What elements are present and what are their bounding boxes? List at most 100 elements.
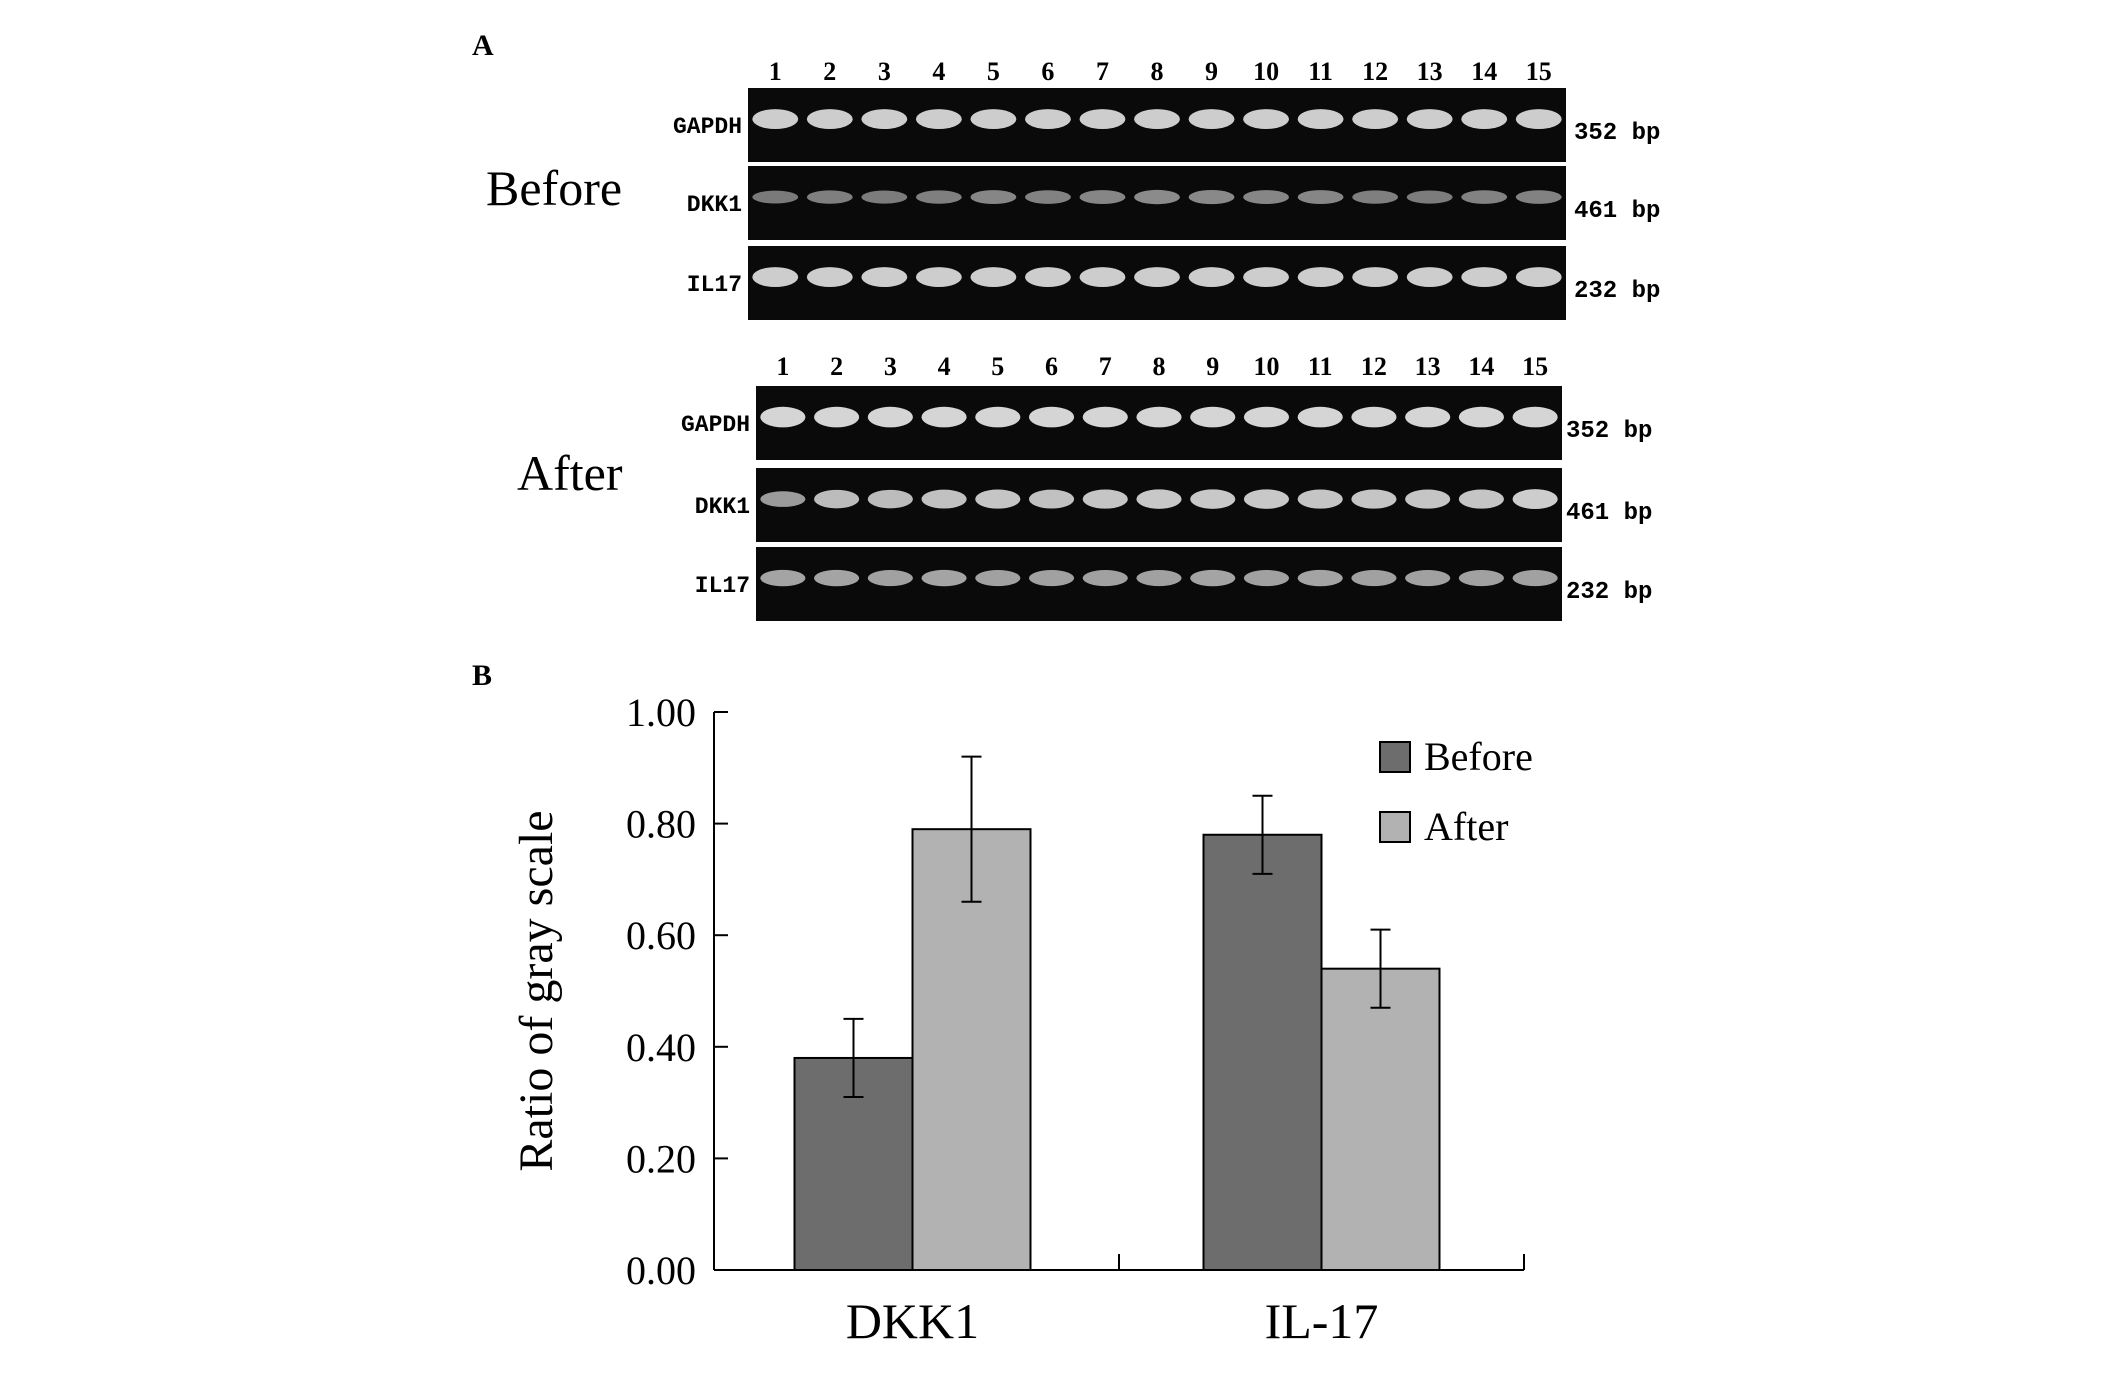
gel-band — [1352, 190, 1399, 204]
x-tick-label: DKK1 — [846, 1293, 979, 1349]
gel-band — [1512, 406, 1558, 428]
gel-band — [1243, 570, 1290, 587]
gel-band — [1297, 267, 1344, 288]
gel-band — [975, 570, 1021, 587]
gel-band — [806, 267, 853, 288]
gel-band — [1406, 190, 1453, 204]
gel-band — [752, 267, 799, 288]
gel-band — [752, 190, 799, 204]
gel-band — [1461, 267, 1508, 288]
gel-band — [921, 406, 967, 428]
lane-label: 11 — [1308, 57, 1333, 86]
lane-label: 2 — [830, 352, 843, 381]
gel-band — [752, 109, 799, 130]
gel-band — [1243, 190, 1289, 205]
panel-a-label: A — [472, 29, 494, 62]
gel-band — [1351, 406, 1397, 428]
gel-band — [1512, 570, 1558, 587]
gel-band — [1458, 406, 1504, 428]
lane-label: 13 — [1415, 352, 1441, 381]
gel-band — [915, 267, 962, 288]
gel-band — [1136, 406, 1182, 428]
gel-band — [1079, 190, 1126, 205]
group-label-before: Before — [486, 160, 622, 216]
gel-band — [1028, 489, 1075, 509]
gel-band — [970, 109, 1017, 130]
gel-band — [814, 406, 860, 428]
gel-band — [1297, 190, 1344, 205]
gel-band — [1243, 489, 1290, 509]
gel-band — [1082, 406, 1128, 428]
band-size-label: 352 bp — [1566, 418, 1652, 445]
gel-band — [1188, 267, 1235, 288]
gel-band — [1352, 267, 1399, 288]
gel-band — [861, 190, 908, 204]
lane-label: 15 — [1526, 57, 1552, 86]
gel-band — [970, 190, 1017, 205]
lane-label: 1 — [776, 352, 789, 381]
gel-band — [760, 491, 806, 507]
gene-label: IL17 — [687, 272, 742, 298]
gel-band — [760, 569, 806, 587]
gel-band — [1082, 489, 1128, 509]
gel-band — [1405, 489, 1451, 509]
lane-label: 15 — [1522, 352, 1548, 381]
band-size-label: 461 bp — [1574, 198, 1660, 225]
y-tick-label: 1.00 — [626, 690, 696, 735]
gene-label: DKK1 — [687, 192, 742, 218]
gel-band — [1134, 267, 1180, 288]
lane-label: 8 — [1151, 57, 1164, 86]
lane-label: 5 — [987, 57, 1000, 86]
gel-band — [915, 109, 962, 130]
gel-band — [1515, 109, 1562, 130]
gel-band — [814, 569, 860, 587]
gel-band — [1136, 489, 1182, 509]
lane-label: 8 — [1153, 352, 1166, 381]
lane-label: 4 — [938, 352, 951, 381]
gel-band — [1405, 570, 1451, 587]
y-tick-label: 0.20 — [626, 1136, 696, 1181]
gel-band — [867, 406, 913, 428]
lane-label: 9 — [1206, 352, 1219, 381]
group-label-after: After — [517, 445, 623, 501]
gel-band — [1079, 109, 1126, 130]
gel-band — [861, 267, 908, 288]
bar-after-il-17 — [1320, 967, 1441, 1271]
gel-band — [1458, 489, 1504, 509]
lane-label: 6 — [1041, 57, 1054, 86]
gel-band — [1134, 189, 1180, 205]
legend-label: Before — [1424, 734, 1533, 779]
gel-band — [1025, 267, 1071, 288]
lane-label: 10 — [1253, 352, 1279, 381]
gel-band — [867, 570, 913, 587]
y-tick-label: 0.80 — [626, 802, 696, 847]
legend-label: After — [1424, 804, 1508, 849]
lane-label: 10 — [1253, 57, 1279, 86]
gene-label: IL17 — [695, 573, 750, 599]
band-size-label: 232 bp — [1566, 579, 1652, 606]
y-axis-label: Ratio of gray scale — [510, 810, 563, 1171]
gel-band — [1079, 267, 1126, 288]
gel-band — [1406, 109, 1453, 130]
gel-band — [1190, 406, 1236, 428]
gel-band — [760, 406, 806, 428]
lane-label: 14 — [1471, 57, 1497, 86]
lane-label: 3 — [884, 352, 897, 381]
gel-band — [921, 489, 967, 509]
y-tick-label: 0.40 — [626, 1025, 696, 1070]
lane-label: 11 — [1308, 352, 1333, 381]
gel-band — [806, 109, 853, 130]
lane-label: 13 — [1417, 57, 1443, 86]
gel-band — [1297, 569, 1343, 587]
lane-label: 14 — [1468, 352, 1494, 381]
lane-label: 12 — [1362, 57, 1388, 86]
legend-swatch — [1379, 741, 1411, 773]
lane-label: 2 — [823, 57, 836, 86]
gel-band — [1243, 406, 1290, 428]
gel-band — [1515, 267, 1562, 288]
gel-band — [1405, 406, 1451, 428]
gel-band — [975, 406, 1021, 428]
gel-band — [921, 569, 967, 587]
